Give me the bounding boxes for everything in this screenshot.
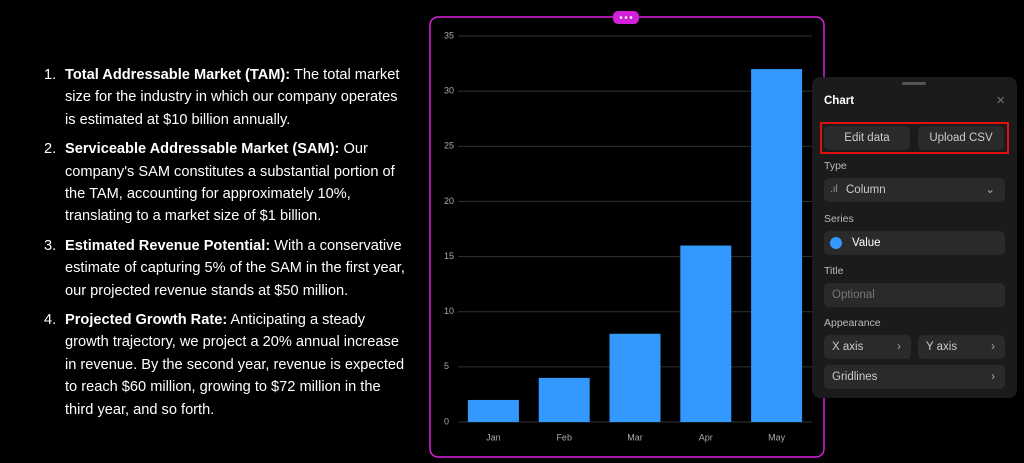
- y-tick-label: 10: [444, 306, 454, 316]
- y-tick-label: 35: [444, 30, 454, 40]
- x-tick-label: Jan: [486, 432, 501, 442]
- x-tick-label: Apr: [699, 432, 713, 442]
- title-label: Title: [824, 265, 844, 277]
- chevron: ›: [897, 341, 901, 353]
- dot: [619, 16, 623, 19]
- y-tick-label: 20: [444, 196, 454, 206]
- appearance-label: Appearance: [824, 317, 881, 329]
- type-select[interactable]: .ıl Column ⌄: [824, 178, 1005, 202]
- edit-data-button[interactable]: Edit data: [824, 126, 910, 150]
- y-axis-button[interactable]: Y axis ›: [918, 335, 1005, 359]
- title-input[interactable]: Optional: [824, 283, 1005, 307]
- bar: [538, 377, 590, 422]
- x-axis-text: X axis: [832, 341, 864, 353]
- item-body: Estimated Revenue Potential: With a cons…: [65, 235, 411, 302]
- series-swatch: [830, 237, 842, 249]
- panel-title: Chart: [824, 95, 855, 107]
- chevron: ⌄: [985, 184, 995, 196]
- list-item: 4. Projected Growth Rate: Anticipating a …: [40, 309, 412, 421]
- close-button[interactable]: ×: [996, 92, 1005, 109]
- series-name: Value: [852, 237, 881, 249]
- y-tick-label: 25: [444, 141, 454, 151]
- bar: [467, 399, 519, 422]
- item-number: 2.: [44, 141, 57, 158]
- item-text: The total market size for the industry i…: [65, 67, 400, 128]
- x-tick-label: May: [768, 432, 786, 442]
- bar: [680, 245, 732, 422]
- item-number: 4.: [44, 312, 57, 329]
- y-tick-label: 0: [444, 416, 449, 426]
- series-label: Series: [824, 213, 854, 225]
- drag-handle[interactable]: [902, 82, 926, 85]
- item-number: 1.: [44, 67, 57, 83]
- item-body: Total Addressable Market (TAM): The tota…: [65, 64, 411, 131]
- column-icon: .ıl: [830, 184, 838, 195]
- y-tick-label: 15: [444, 251, 454, 261]
- type-value: Column: [846, 184, 886, 196]
- gridlines-button[interactable]: Gridlines ›: [824, 365, 1005, 389]
- chevron: ›: [991, 371, 995, 383]
- highlight-box: [820, 122, 1009, 154]
- series-item[interactable]: Value: [824, 231, 1005, 255]
- dot: [624, 16, 628, 19]
- list-item: 2. Serviceable Addressable Market (SAM): …: [40, 138, 412, 228]
- gridlines-text: Gridlines: [832, 371, 878, 383]
- item-heading: Total Addressable Market (TAM):: [65, 67, 291, 83]
- y-axis-text: Y axis: [926, 341, 958, 353]
- upload-csv-button[interactable]: Upload CSV: [918, 126, 1004, 150]
- item-body: Serviceable Addressable Market (SAM): Ou…: [65, 138, 411, 228]
- item-text: Anticipating a steady growth trajectory,…: [65, 312, 405, 418]
- x-tick-label: Mar: [627, 432, 643, 442]
- document: 1. Total Addressable Market (TAM): The to…: [40, 64, 412, 428]
- item-heading: Projected Growth Rate:: [65, 312, 228, 329]
- type-label: Type: [824, 160, 847, 172]
- x-axis-button[interactable]: X axis ›: [824, 335, 911, 359]
- item-text: Our company's SAM constitutes a substant…: [65, 141, 395, 225]
- dot: [629, 16, 633, 19]
- chevron: ›: [991, 341, 995, 353]
- y-tick-label: 5: [444, 361, 449, 371]
- item-heading: Serviceable Addressable Market (SAM):: [65, 141, 340, 158]
- x-tick-label: Feb: [556, 432, 572, 442]
- list-item: 1. Total Addressable Market (TAM): The to…: [40, 64, 412, 131]
- item-text: With a conservative estimate of capturin…: [65, 237, 405, 299]
- title-placeholder: Optional: [832, 289, 875, 301]
- item-heading: Estimated Revenue Potential:: [65, 237, 271, 254]
- item-body: Projected Growth Rate: Anticipating a st…: [65, 309, 411, 421]
- bar: [609, 333, 661, 422]
- list-item: 3. Estimated Revenue Potential: With a co…: [40, 235, 412, 302]
- bar: [751, 69, 803, 422]
- chart-panel: Chart × Edit data Upload CSV Type .ıl Co…: [812, 77, 1017, 398]
- y-tick-label: 30: [444, 86, 454, 96]
- item-number: 3.: [44, 237, 57, 254]
